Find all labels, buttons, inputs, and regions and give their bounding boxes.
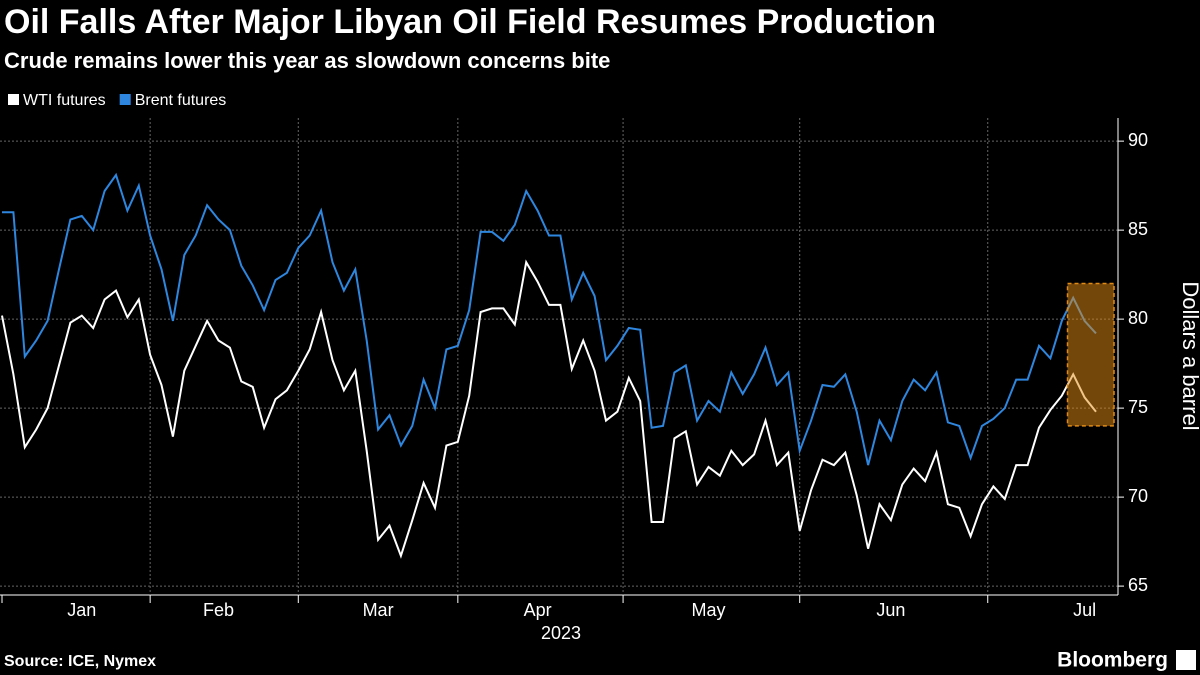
y-tick-label: 75 xyxy=(1128,397,1148,417)
series-line xyxy=(2,172,1097,466)
y-tick-label: 70 xyxy=(1128,486,1148,506)
y-tick-label: 65 xyxy=(1128,575,1148,595)
x-tick-label: Mar xyxy=(363,600,394,620)
y-tick-label: 85 xyxy=(1128,219,1148,239)
legend-label: Brent futures xyxy=(135,92,227,109)
y-tick-label: 80 xyxy=(1128,308,1148,328)
chart-title: Oil Falls After Major Libyan Oil Field R… xyxy=(4,3,936,41)
x-tick-label: Feb xyxy=(203,600,234,620)
x-tick-label: May xyxy=(692,600,726,620)
chart-subtitle: Crude remains lower this year as slowdow… xyxy=(4,48,610,73)
x-tick-label: Jan xyxy=(67,600,96,620)
legend-swatch xyxy=(8,94,19,105)
series-line xyxy=(1,259,1097,559)
highlight-box xyxy=(1066,282,1115,427)
x-tick-label: Jul xyxy=(1073,600,1096,620)
brand-icon xyxy=(1176,650,1196,670)
source: Source: ICE, Nymex xyxy=(4,653,156,670)
y-axis-label: Dollars a barrel xyxy=(1178,281,1200,430)
legend-swatch xyxy=(119,94,131,105)
x-axis-label: 2023 xyxy=(541,623,581,643)
x-tick-label: Jun xyxy=(876,600,905,620)
x-tick-label: Apr xyxy=(524,600,552,620)
legend-label: WTI futures xyxy=(23,92,106,109)
brand: Bloomberg xyxy=(1057,649,1168,672)
y-tick-label: 90 xyxy=(1128,130,1148,150)
